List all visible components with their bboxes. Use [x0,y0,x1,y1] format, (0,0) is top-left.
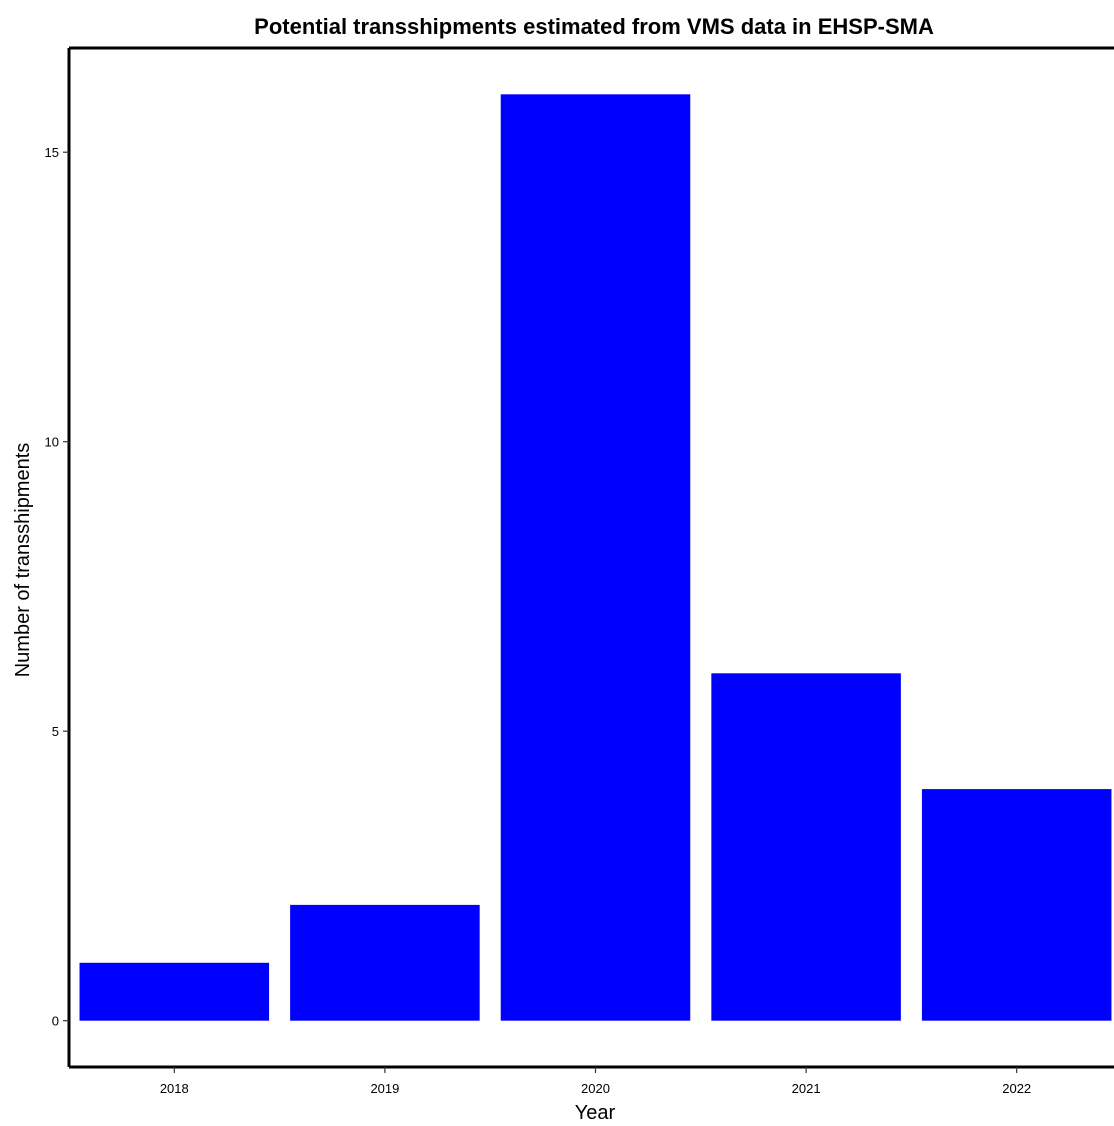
y-tick-label-10: 10 [45,435,59,450]
x-tick-label-2021: 2021 [792,1081,821,1096]
x-axis-ticks: 2018 2019 2020 2021 2022 [160,1067,1031,1096]
y-tick-label-15: 15 [45,145,59,160]
y-axis-label: Number of transshipments [12,443,34,678]
y-tick-label-0: 0 [52,1014,59,1029]
x-tick-label-2020: 2020 [581,1081,610,1096]
x-tick-label-2022: 2022 [1002,1081,1031,1096]
bar-2021 [711,673,901,1021]
x-axis-label: Year [575,1102,616,1124]
y-axis-ticks: 0 5 10 15 [45,145,69,1029]
bar-2018 [79,962,270,1021]
bar-2020 [500,94,691,1021]
chart-title: Potential transshipments estimated from … [254,14,934,39]
bar-2019 [290,904,480,1021]
bar-2022 [921,789,1112,1021]
plot-area [79,94,1112,1021]
y-tick-label-5: 5 [52,724,59,739]
x-tick-label-2019: 2019 [370,1081,399,1096]
x-tick-label-2018: 2018 [160,1081,189,1096]
